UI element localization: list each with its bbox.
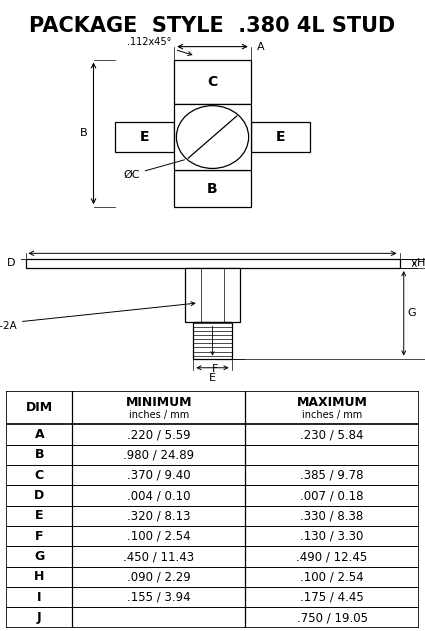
Text: I: I	[37, 591, 42, 604]
Text: .155 / 3.94: .155 / 3.94	[127, 591, 191, 604]
Text: .450 / 11.43: .450 / 11.43	[123, 550, 195, 563]
Text: .385 / 9.78: .385 / 9.78	[300, 469, 364, 481]
Bar	[174, 104, 251, 170]
Text: .090 / 2.29: .090 / 2.29	[127, 570, 191, 584]
Text: D: D	[34, 489, 45, 502]
Text: G: G	[34, 550, 45, 563]
Text: MINIMUM: MINIMUM	[126, 396, 192, 409]
Text: .007 / 0.18: .007 / 0.18	[300, 489, 364, 502]
Text: A: A	[34, 428, 44, 441]
Text: ØC: ØC	[123, 160, 184, 180]
Text: B: B	[34, 449, 44, 461]
Text: .100 / 2.54: .100 / 2.54	[300, 570, 364, 584]
Text: F: F	[35, 530, 44, 543]
Text: H: H	[34, 570, 45, 584]
Text: A: A	[257, 42, 265, 52]
Text: .100 / 2.54: .100 / 2.54	[127, 530, 191, 543]
Text: .220 / 5.59: .220 / 5.59	[127, 428, 191, 441]
Text: .490 / 12.45: .490 / 12.45	[296, 550, 368, 563]
Text: E: E	[35, 509, 44, 522]
Text: #8-32 UNC-2A: #8-32 UNC-2A	[0, 302, 195, 331]
Text: .330 / 8.38: .330 / 8.38	[300, 509, 364, 522]
Text: .175 / 4.45: .175 / 4.45	[300, 591, 364, 604]
Text: E: E	[209, 374, 216, 383]
Bar	[174, 170, 251, 207]
Text: B: B	[79, 128, 87, 138]
Text: J: J	[37, 611, 42, 624]
Text: E: E	[276, 130, 285, 144]
Bar	[185, 268, 240, 322]
Text: C: C	[35, 469, 44, 481]
Text: .320 / 8.13: .320 / 8.13	[127, 509, 191, 522]
Circle shape	[176, 105, 249, 168]
Text: DIM: DIM	[26, 401, 53, 415]
Text: B: B	[207, 182, 218, 196]
Text: .750 / 19.05: .750 / 19.05	[297, 611, 368, 624]
Text: .112x45°: .112x45°	[128, 37, 192, 56]
Bar	[26, 259, 399, 268]
Text: .130 / 3.30: .130 / 3.30	[300, 530, 364, 543]
Text: .230 / 5.84: .230 / 5.84	[300, 428, 364, 441]
Text: PACKAGE  STYLE  .380 4L STUD: PACKAGE STYLE .380 4L STUD	[29, 16, 396, 36]
Text: .370 / 9.40: .370 / 9.40	[127, 469, 191, 481]
Text: D: D	[6, 257, 15, 268]
Text: .980 / 24.89: .980 / 24.89	[123, 449, 195, 461]
Text: H: H	[417, 259, 425, 268]
Bar	[251, 122, 310, 152]
Text: MAXIMUM: MAXIMUM	[297, 396, 368, 409]
Text: G: G	[407, 309, 416, 318]
Text: .004 / 0.10: .004 / 0.10	[127, 489, 191, 502]
Bar	[174, 59, 251, 104]
Text: E: E	[140, 130, 149, 144]
Text: inches / mm: inches / mm	[129, 410, 189, 420]
Text: C: C	[207, 74, 218, 89]
Bar	[193, 322, 232, 358]
Text: F: F	[211, 364, 218, 374]
Text: inches / mm: inches / mm	[302, 410, 362, 420]
Bar	[115, 122, 174, 152]
